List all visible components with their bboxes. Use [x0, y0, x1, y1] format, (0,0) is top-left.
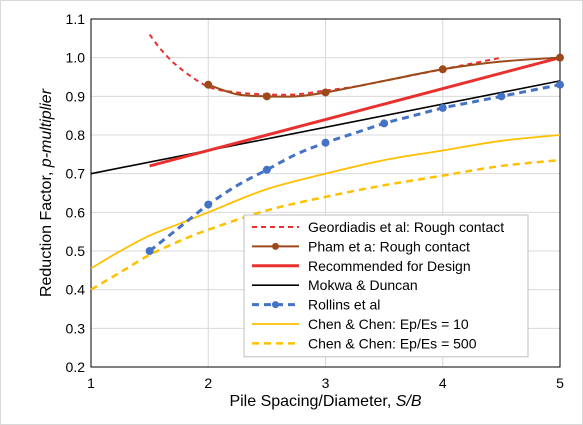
y-tick-label: 0.9: [66, 88, 86, 104]
series-marker-4: [556, 80, 564, 89]
series-marker-1: [556, 53, 564, 62]
y-tick-label: 0.6: [66, 204, 86, 220]
y-axis-tick-labels: 0.2 0.3 0.4 0.5 0.6 0.7 0.8 0.9 1.0 1.1: [66, 11, 86, 375]
series-marker-4: [204, 200, 213, 209]
legend-label: Chen & Chen: Ep/Es = 500: [308, 335, 477, 351]
y-tick-label: 0.5: [66, 243, 86, 259]
x-tick-label: 4: [439, 375, 447, 391]
x-tick-label: 1: [87, 375, 95, 391]
y-axis-title-italic: p-multiplier: [38, 88, 55, 168]
legend-label: Mokwa & Duncan: [308, 277, 418, 293]
y-tick-label: 0.8: [66, 127, 86, 143]
series-marker-4: [321, 138, 330, 147]
x-tick-label: 3: [322, 375, 330, 391]
legend: Geordiadis et al: Rough contact Pham et a…: [243, 214, 529, 358]
series-line-5: [90, 134, 561, 270]
series-line-2: [149, 56, 561, 168]
series-line-3: [90, 80, 561, 175]
series-marker-1: [262, 92, 271, 101]
series-marker-1: [204, 80, 213, 89]
y-tick-label: 1.1: [66, 11, 86, 27]
x-tick-label: 5: [556, 375, 564, 391]
y-tick-label: 0.3: [66, 320, 86, 336]
plot-area-frame: [90, 18, 561, 368]
x-tick-label: 2: [204, 375, 212, 391]
y-tick-label: 0.2: [66, 359, 86, 375]
x-axis-tick-labels: 1 2 3 4 5: [87, 375, 564, 391]
series-marker-4: [262, 165, 271, 174]
series-layer: [90, 33, 564, 291]
y-tick-label: 0.4: [66, 282, 86, 298]
legend-swatch-marker: [272, 301, 279, 309]
series-marker-1: [438, 65, 447, 74]
x-axis-title-prefix: Pile Spacing/Diameter,: [229, 393, 395, 410]
x-axis-title: Pile Spacing/Diameter, S/B: [229, 393, 421, 410]
legend-label: Recommended for Design: [308, 258, 471, 274]
series-marker-4: [380, 119, 389, 128]
series-marker-4: [145, 247, 154, 255]
series-line-4: [148, 83, 561, 253]
legend-label: Geordiadis et al: Rough contact: [308, 219, 504, 235]
legend-label: Chen & Chen: Ep/Es = 10: [308, 316, 469, 332]
legend-label: Pham et a: Rough contact: [308, 238, 470, 254]
series-line-0: [148, 33, 502, 96]
series-marker-1: [321, 88, 330, 97]
legend-label: Rollins et al: [308, 297, 380, 313]
y-axis-title: Reduction Factor, p-multiplier: [38, 88, 55, 297]
y-axis-title-prefix: Reduction Factor,: [38, 167, 55, 297]
series-marker-4: [438, 103, 447, 112]
series-marker-4: [497, 92, 506, 101]
series-line-6: [90, 158, 561, 291]
x-axis-title-italic: S/B: [396, 393, 422, 410]
y-tick-label: 1.0: [66, 50, 86, 66]
legend-swatch-marker: [272, 242, 279, 250]
y-tick-label: 0.7: [66, 166, 86, 182]
